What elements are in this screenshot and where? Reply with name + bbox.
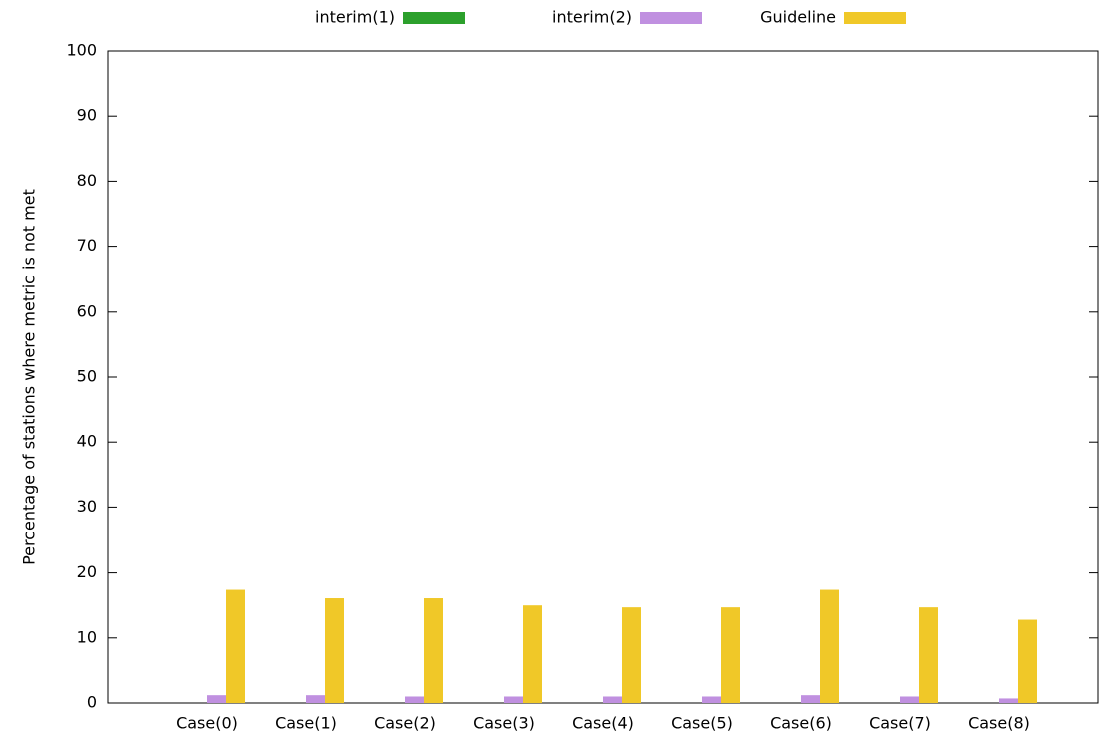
bar <box>721 607 740 703</box>
bar <box>405 696 424 703</box>
plot-border <box>107 50 1099 704</box>
y-tick-label: 20 <box>77 562 97 581</box>
y-tick-label: 70 <box>77 236 97 255</box>
bar <box>702 696 721 703</box>
x-tick-label: Case(3) <box>473 714 535 733</box>
y-tick-label: 90 <box>77 106 97 125</box>
legend-swatch <box>403 12 465 24</box>
legend-swatch <box>640 12 702 24</box>
x-tick-label: Case(4) <box>572 714 634 733</box>
bar <box>820 589 839 703</box>
x-tick-label: Case(0) <box>176 714 238 733</box>
legend-label: Guideline <box>760 8 836 27</box>
y-tick-label: 40 <box>77 432 97 451</box>
bar <box>424 598 443 703</box>
y-axis-label: Percentage of stations where metric is n… <box>20 189 39 565</box>
legend-swatch <box>844 12 906 24</box>
x-tick-label: Case(8) <box>968 714 1030 733</box>
x-tick-label: Case(7) <box>869 714 931 733</box>
bar <box>900 696 919 703</box>
y-tick-label: 30 <box>77 497 97 516</box>
bar <box>1018 619 1037 703</box>
legend-label: interim(1) <box>315 8 395 27</box>
bar <box>801 695 820 703</box>
y-tick-label: 60 <box>77 301 97 320</box>
bar <box>207 695 226 703</box>
bar <box>306 695 325 703</box>
x-tick-label: Case(6) <box>770 714 832 733</box>
bar <box>999 698 1018 703</box>
legend-label: interim(2) <box>552 8 632 27</box>
bar <box>325 598 344 703</box>
bar <box>919 607 938 703</box>
y-tick-label: 80 <box>77 171 97 190</box>
y-tick-label: 0 <box>87 693 97 712</box>
x-tick-label: Case(2) <box>374 714 436 733</box>
x-tick-label: Case(1) <box>275 714 337 733</box>
bar <box>603 696 622 703</box>
y-tick-label: 50 <box>77 367 97 386</box>
bar <box>622 607 641 703</box>
y-tick-label: 100 <box>66 41 97 60</box>
y-tick-label: 10 <box>77 627 97 646</box>
bar <box>504 696 523 703</box>
bar <box>523 605 542 703</box>
bar <box>226 589 245 703</box>
x-tick-label: Case(5) <box>671 714 733 733</box>
